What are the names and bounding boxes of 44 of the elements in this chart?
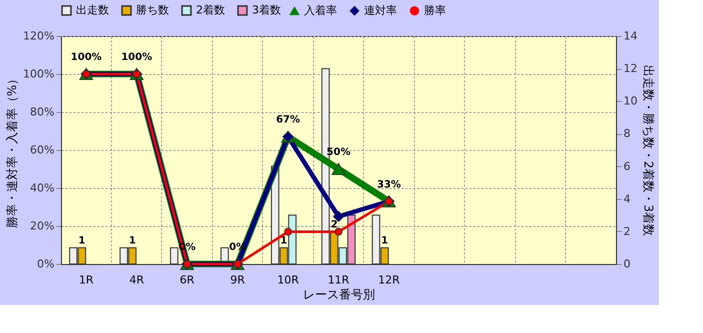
y2-tick-label: 8	[624, 127, 630, 140]
y-tick-label: 40%	[30, 182, 54, 194]
y-tick-label: 0%	[37, 258, 54, 270]
y-tick-label: 60%	[30, 144, 54, 156]
data-label: 1	[128, 236, 136, 247]
y2-tick-label: 2	[624, 224, 630, 238]
x-tick-label: 10R	[277, 274, 300, 286]
legend-label: 入着率	[304, 4, 337, 18]
point	[334, 228, 342, 236]
x-axis-title: レース番号別	[303, 288, 375, 302]
data-label: 100%	[70, 52, 102, 63]
y-tick-label: 80%	[30, 106, 54, 118]
point	[332, 162, 346, 176]
data-label: 2	[330, 219, 338, 230]
x-tick-label: 6R	[180, 274, 195, 286]
x-tick-label: 9R	[230, 274, 246, 286]
data-label: 1	[280, 236, 288, 247]
legend-label: 2着数	[196, 4, 225, 17]
legend-label: 3着数	[252, 4, 281, 17]
data-label: 67%	[276, 114, 300, 126]
legend-label: 出走数	[76, 4, 109, 17]
data-label: 1	[78, 236, 86, 247]
y2-tick-label: 14	[624, 30, 638, 42]
y2-tick-label: 10	[624, 94, 638, 108]
x-tick-label: 11R	[328, 274, 350, 286]
legend-label: 勝ち数	[136, 4, 169, 17]
y-axis-title: 勝率・連対率・入着率（%）	[5, 72, 20, 228]
y2-tick-label: 4	[624, 192, 630, 206]
point	[284, 228, 292, 236]
y2-tick-label: 12	[624, 62, 638, 76]
x-tick-label: 4R	[129, 274, 144, 286]
data-label: 100%	[121, 52, 152, 63]
x-tick-label: 1R	[78, 274, 94, 286]
y-tick-label: 20%	[30, 220, 54, 232]
y2-tick-label: 6	[624, 160, 630, 173]
data-label: 33%	[376, 179, 401, 190]
y-tick-label: 120%	[23, 30, 54, 42]
data-label: 1	[381, 236, 388, 247]
y2-tick-label: 0	[624, 258, 630, 270]
legend-label: 連対率	[364, 4, 397, 17]
y2-axis-title: 出走数・勝ち数・2着数・3着数	[641, 64, 656, 236]
y-tick-label: 100%	[23, 68, 54, 80]
x-tick-label: 12R	[378, 274, 400, 286]
legend-label: 勝率	[424, 4, 446, 17]
